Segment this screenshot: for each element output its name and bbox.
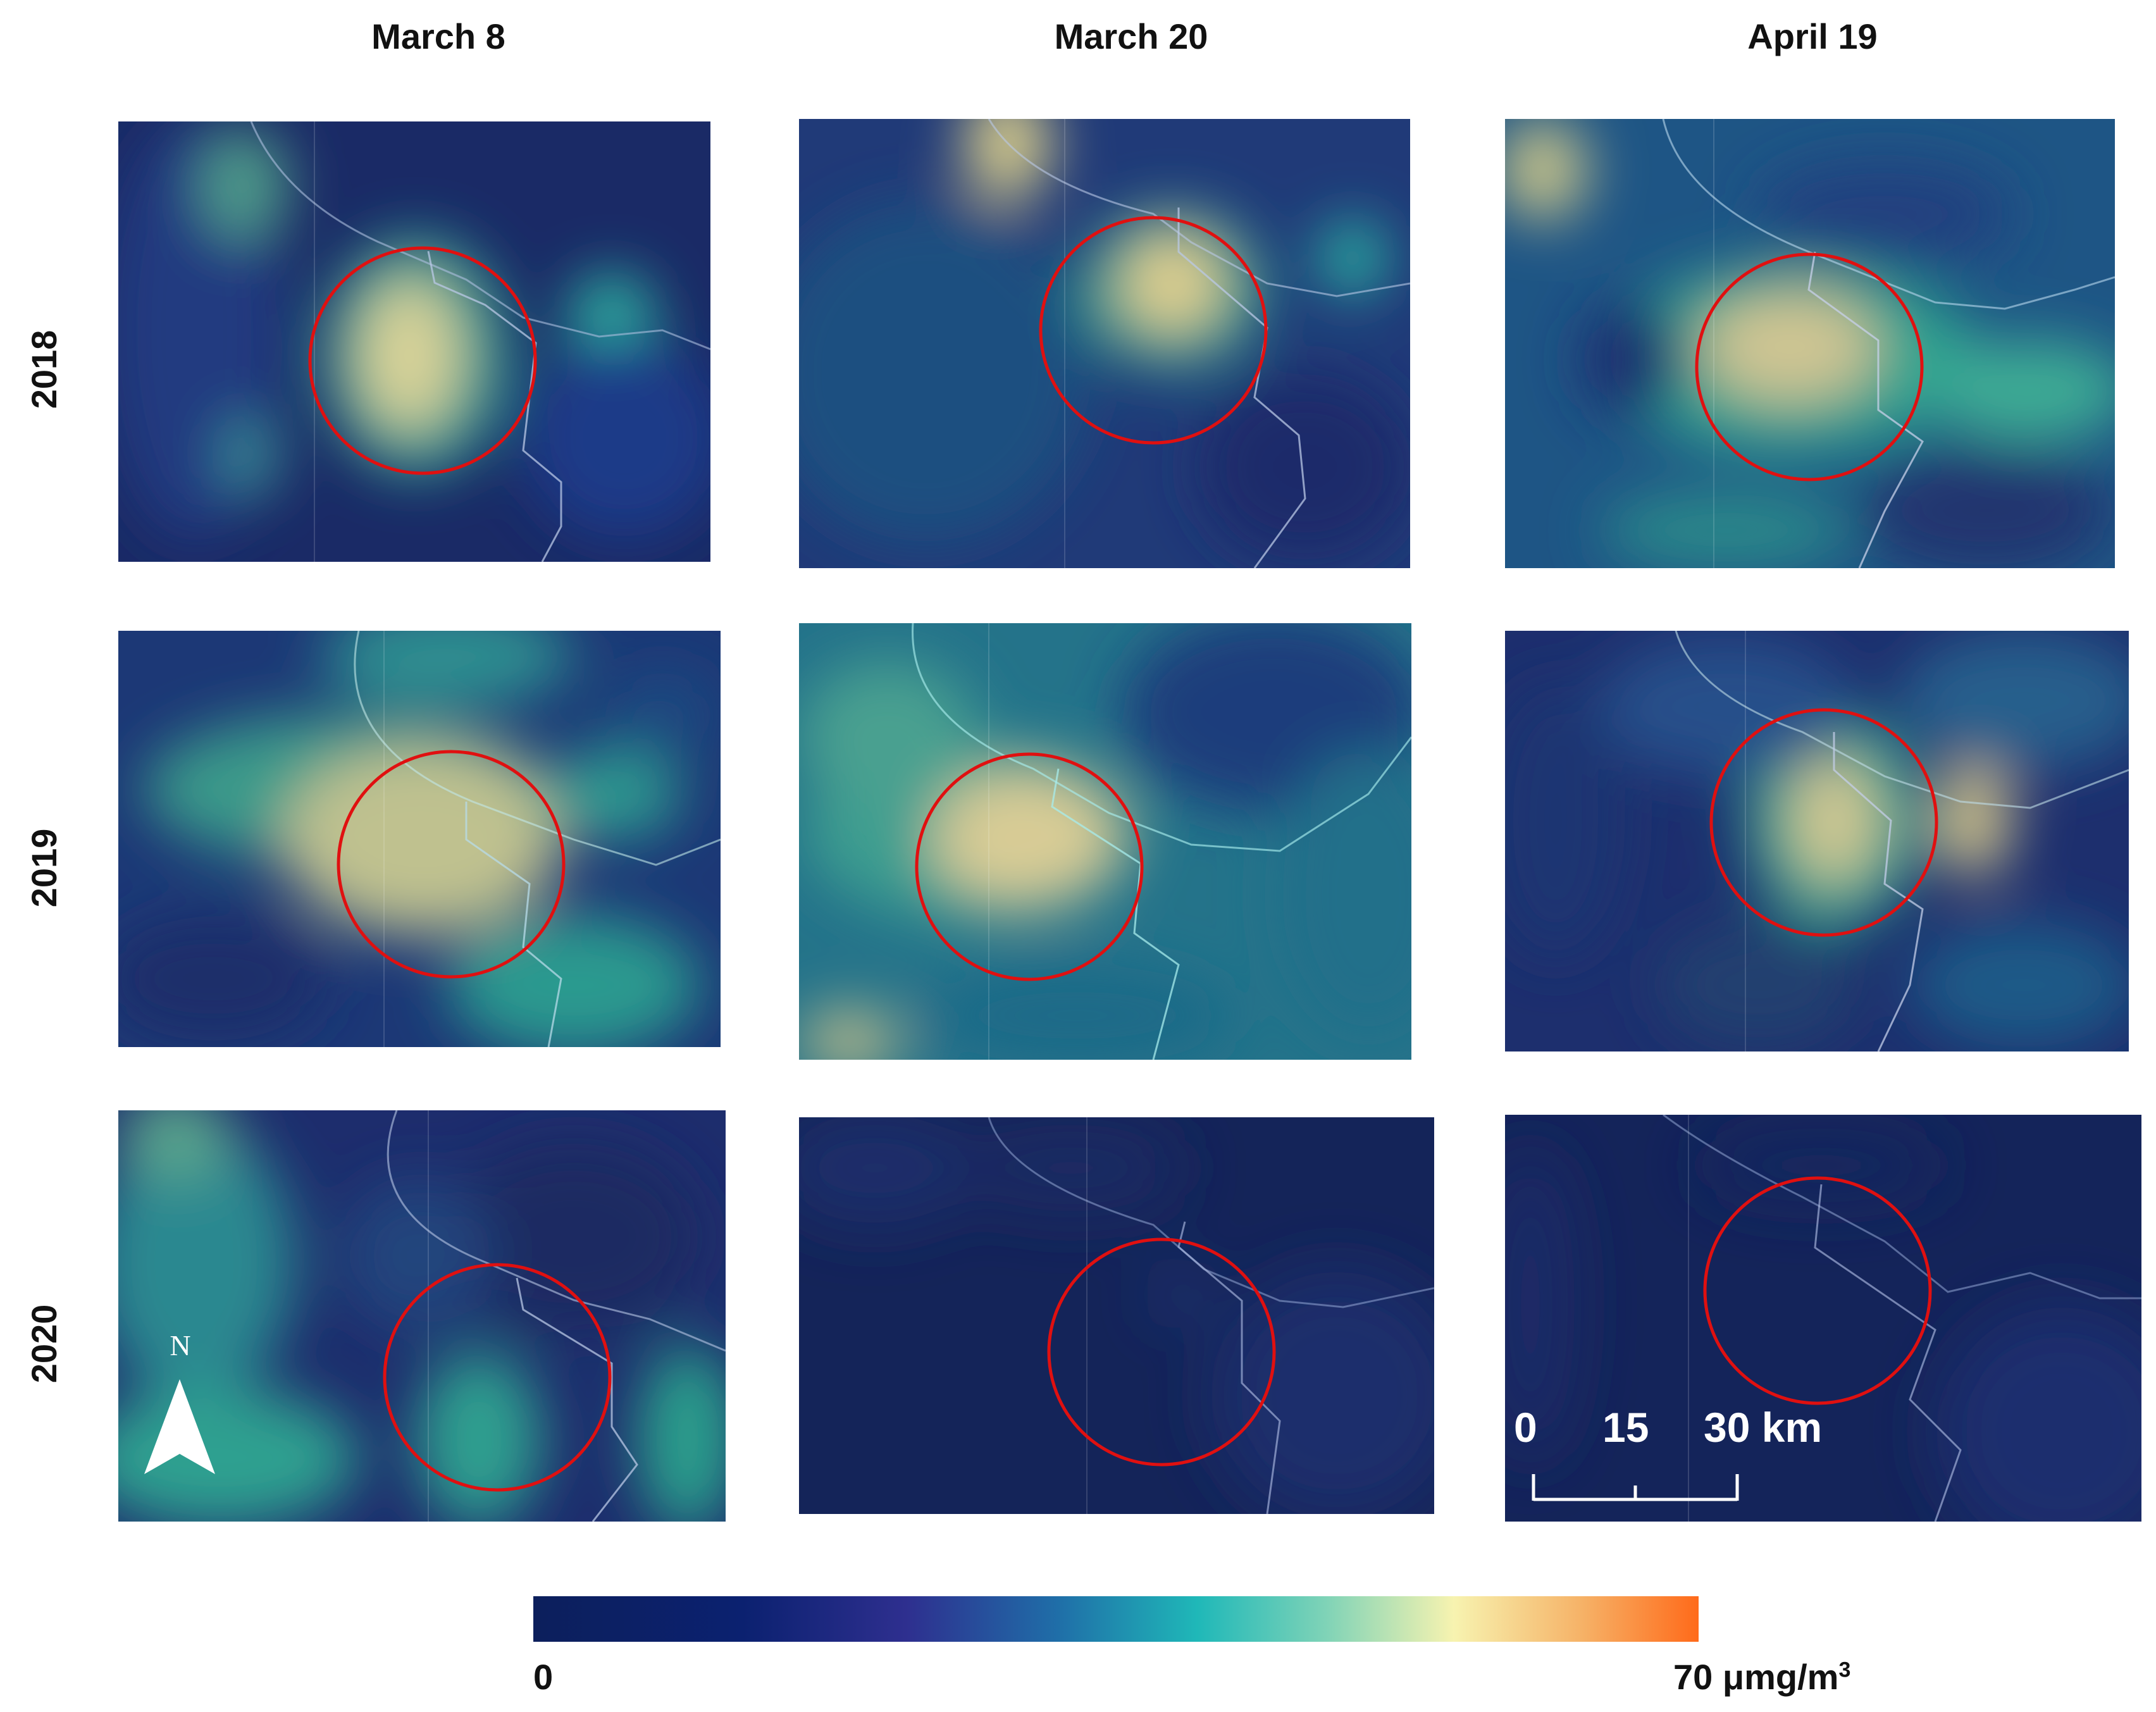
column-title-april-19: April 19 <box>1747 16 1878 56</box>
map-panel-2020-march-20 <box>799 1117 1434 1514</box>
row-title-2019: 2019 <box>24 828 64 908</box>
map-panel-2018-march-8 <box>118 121 710 562</box>
scale-bar-label-15: 15 <box>1602 1404 1649 1451</box>
map-panel-2020-april-19 <box>1505 1115 2141 1522</box>
colorbar-max-superscript: 3 <box>1838 1658 1851 1682</box>
map-panel-2018-march-20 <box>799 119 1410 568</box>
colorbar <box>533 1596 1699 1642</box>
map-panel-2019-march-8 <box>118 631 721 1047</box>
scale-bar-label-30-km: 30 km <box>1704 1404 1823 1451</box>
column-title-march-8: March 8 <box>371 16 505 56</box>
map-panel-2020-march-8 <box>118 1110 726 1522</box>
map-panel-2019-april-19 <box>1505 631 2129 1051</box>
row-title-2020: 2020 <box>24 1304 64 1384</box>
colorbar-min-label: 0 <box>533 1657 554 1697</box>
map-panel-2018-april-19 <box>1505 119 2115 568</box>
colorbar-max-text: 70 μmg/m <box>1673 1657 1839 1697</box>
scale-bar-label-0: 0 <box>1514 1404 1537 1451</box>
column-title-march-20: March 20 <box>1054 16 1208 56</box>
row-title-2018: 2018 <box>24 330 64 409</box>
map-panel-2019-march-20 <box>799 623 1411 1060</box>
colorbar-max-label: 70 μmg/m3 <box>1673 1656 1850 1697</box>
